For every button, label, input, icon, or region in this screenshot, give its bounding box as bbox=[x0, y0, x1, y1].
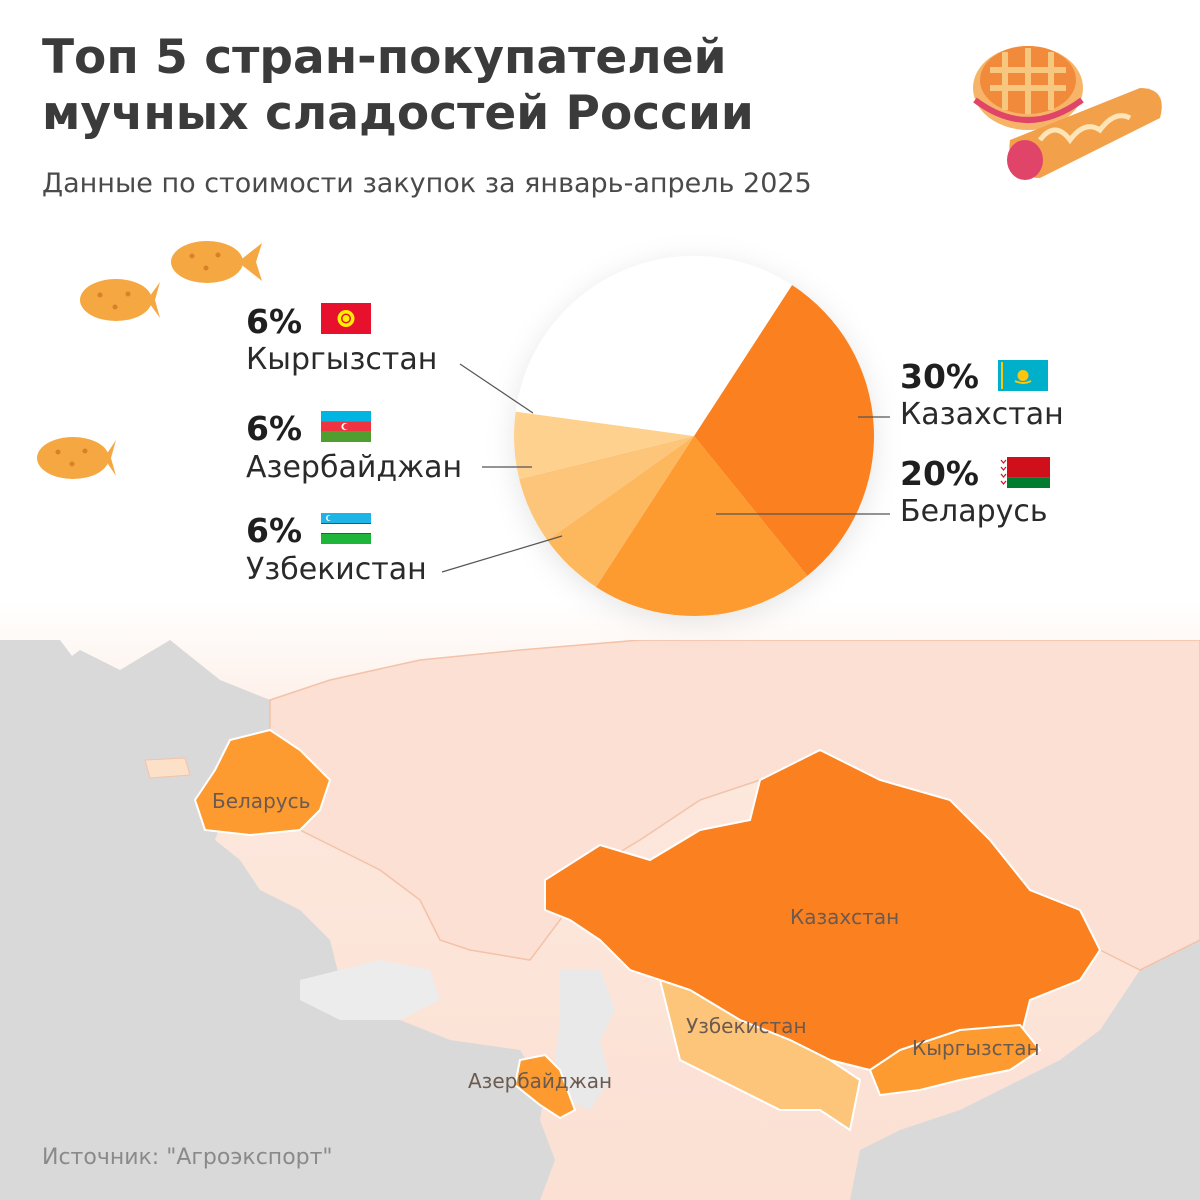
map-kazakhstan bbox=[544, 748, 1102, 1072]
pie-slices bbox=[514, 256, 875, 617]
label-azerbaijan: Азербайджан bbox=[246, 450, 463, 485]
pct-kyrgyzstan: 6% bbox=[246, 302, 303, 341]
decorations bbox=[37, 46, 1162, 479]
fish-cookie-icon bbox=[37, 437, 116, 479]
map-label-uzbekistan: Узбекистан bbox=[686, 1014, 807, 1038]
pie-slice-kazakhstan bbox=[694, 285, 875, 576]
map-label-azerbaijan: Азербайджан bbox=[468, 1069, 612, 1093]
map-kaliningrad bbox=[144, 757, 191, 779]
map-label-kazakhstan: Казахстан bbox=[790, 905, 899, 929]
pct-azerbaijan: 6% bbox=[246, 409, 303, 448]
leader-lines bbox=[441, 363, 890, 573]
pct-kazakhstan: 30% bbox=[900, 357, 979, 396]
map-belarus bbox=[193, 728, 332, 837]
map-caspian-sea bbox=[555, 970, 615, 1110]
map-kyrgyzstan bbox=[868, 1023, 1042, 1097]
azerbaijan-flag-icon bbox=[321, 411, 371, 442]
pie-slice-belarus bbox=[595, 436, 808, 617]
map-azerbaijan bbox=[513, 1053, 577, 1120]
label-kyrgyzstan: Кыргызстан bbox=[246, 342, 438, 377]
map-label-kyrgyzstan: Кыргызстан bbox=[912, 1036, 1040, 1060]
kyrgyzstan-flag-icon bbox=[321, 303, 371, 334]
fish-cookie-icon bbox=[171, 241, 262, 283]
pie-slice-kyrgyzstan bbox=[514, 411, 694, 479]
map-east-land bbox=[850, 940, 1200, 1200]
label-uzbekistan: Узбекистан bbox=[246, 552, 427, 587]
kazakhstan-flag-icon bbox=[998, 360, 1048, 391]
label-kazakhstan: Казахстан bbox=[900, 397, 1064, 432]
pie-slice-other bbox=[515, 256, 793, 436]
label-belarus: Беларусь bbox=[900, 494, 1048, 529]
pie-slice-azerbaijan bbox=[519, 436, 694, 541]
page-subtitle: Данные по стоимости закупок за январь-ап… bbox=[42, 168, 812, 199]
map-europe-land bbox=[0, 640, 555, 1200]
leader-line-kyrgyzstan bbox=[459, 363, 534, 414]
map-scandinavia bbox=[0, 640, 90, 770]
title-line-2: мучных сладостей России bbox=[42, 86, 754, 141]
pie-pastry-icon bbox=[973, 46, 1084, 130]
pie-slice-uzbekistan bbox=[547, 436, 694, 587]
map-label-belarus: Беларусь bbox=[212, 789, 310, 813]
source-note: Источник: "Агроэкспорт" bbox=[42, 1145, 333, 1170]
pie-chart bbox=[441, 256, 890, 617]
leader-line-uzbekistan bbox=[441, 535, 563, 573]
title-line-1: Топ 5 стран-покупателей bbox=[42, 30, 727, 85]
strudel-pastry-icon bbox=[1007, 88, 1162, 180]
map-uzbekistan bbox=[658, 978, 862, 1132]
belarus-flag-icon bbox=[1000, 457, 1050, 488]
page-title: Топ 5 стран-покупателей мучных сладостей… bbox=[42, 30, 754, 142]
fish-cookie-icon bbox=[80, 279, 160, 321]
map: Беларусь Казахстан Узбекистан Кыргызстан… bbox=[0, 640, 1200, 1200]
uzbekistan-flag-icon bbox=[321, 513, 371, 544]
pct-belarus: 20% bbox=[900, 454, 979, 493]
pct-uzbekistan: 6% bbox=[246, 511, 303, 550]
map-black-sea bbox=[300, 960, 440, 1020]
